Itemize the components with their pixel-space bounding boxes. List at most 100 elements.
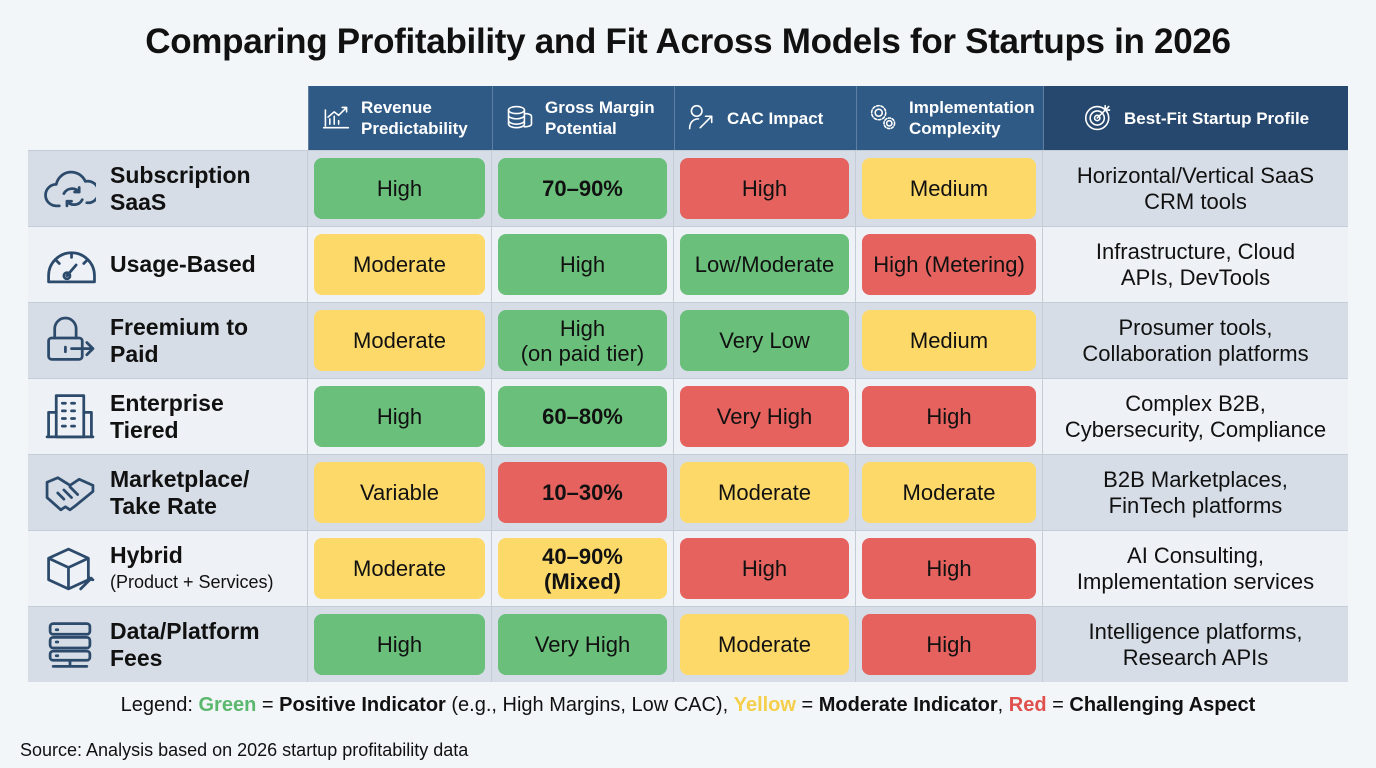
row-subtitle: (Product + Services)	[110, 571, 274, 592]
table-cell: High	[856, 607, 1043, 682]
best-fit-profile: Infrastructure, Cloud APIs, DevTools	[1095, 238, 1296, 290]
table-cell: High	[492, 227, 674, 302]
legend-red-text: Challenging Aspect	[1069, 694, 1256, 716]
column-header: Revenue Predictability	[308, 86, 492, 150]
target-icon	[1084, 104, 1111, 131]
table-cell: Variable	[308, 455, 492, 530]
row-name: Usage-Based	[110, 251, 256, 277]
rating-pill: 70–90%	[498, 158, 667, 219]
rating-pill: Moderate	[314, 234, 485, 295]
legend-yellow: Yellow	[733, 694, 796, 716]
rating-pill: Moderate	[862, 462, 1036, 523]
header-row: Revenue Predictability Gross Margin Poten…	[28, 86, 1348, 150]
column-header-label: Best-Fit Startup Profile	[1124, 108, 1310, 128]
table-cell: Moderate	[674, 607, 856, 682]
gauge-icon	[47, 250, 96, 283]
legend-eq: =	[795, 694, 819, 716]
table-cell: 40–90% (Mixed)	[492, 531, 674, 606]
rating-pill: Low/Moderate	[680, 234, 849, 295]
rating-pill: High	[498, 234, 667, 295]
table-cell: 60–80%	[492, 379, 674, 454]
column-header: Implementation Complexity	[856, 86, 1043, 150]
table-cell: 70–90%	[492, 151, 674, 226]
rating-pill: High	[314, 386, 485, 447]
handshake-icon	[45, 475, 95, 511]
table-cell: Moderate	[674, 455, 856, 530]
row-name: Freemium to Paid	[110, 313, 249, 367]
rating-pill: High	[680, 158, 849, 219]
legend-yellow-text: Moderate Indicator	[818, 694, 998, 716]
column-header-label: CAC Impact	[727, 108, 824, 128]
rating-pill: Moderate	[314, 310, 485, 371]
legend-eq: =	[256, 694, 280, 716]
table-cell: High	[856, 531, 1043, 606]
table-row: Hybrid (Product + Services) Moderate 40–90%…	[28, 530, 1348, 606]
table-cell: Very High	[492, 607, 674, 682]
rating-pill: High	[862, 386, 1036, 447]
table-row: Data/Platform Fees High Very High Moderate H…	[28, 606, 1348, 682]
rating-pill: Moderate	[680, 614, 849, 675]
row-label: Marketplace/ Take Rate	[28, 455, 308, 530]
row-name: Subscription SaaS	[110, 161, 251, 215]
column-header-label: Revenue Predictability	[361, 98, 468, 138]
table-row: Subscription SaaS High 70–90% High Medium Hor…	[28, 150, 1348, 226]
rating-pill: Medium	[862, 310, 1036, 371]
legend-green: Green	[198, 694, 257, 716]
legend-red: Red	[1008, 694, 1047, 716]
legend-eq: =	[1046, 694, 1070, 716]
table-cell: Moderate	[856, 455, 1043, 530]
table-cell: High (Metering)	[856, 227, 1043, 302]
legend-green-text: Positive Indicator	[279, 694, 446, 716]
rating-pill: Very High	[498, 614, 667, 675]
row-name: Data/Platform Fees	[110, 617, 260, 671]
table-cell: Very High	[674, 379, 856, 454]
table-cell: Moderate	[308, 227, 492, 302]
rating-pill: Medium	[862, 158, 1036, 219]
legend: Legend: Green = Positive Indicator (e.g.…	[0, 694, 1376, 717]
table-cell: Low/Moderate	[674, 227, 856, 302]
table-cell: High	[308, 151, 492, 226]
rating-pill: 10–30%	[498, 462, 667, 523]
best-fit-profile: AI Consulting, Implementation services	[1076, 542, 1315, 594]
table-cell: Very Low	[674, 303, 856, 378]
row-label: Enterprise Tiered	[28, 379, 308, 454]
table-cell: Medium	[856, 303, 1043, 378]
legend-sep: ,	[997, 694, 1009, 716]
table-cell: Moderate	[308, 303, 492, 378]
rating-pill: High (Metering)	[862, 234, 1036, 295]
table-row: Freemium to Paid Moderate High (on paid ti…	[28, 302, 1348, 378]
table-row: Usage-Based Moderate High Low/Moderate High …	[28, 226, 1348, 302]
table-cell: Medium	[856, 151, 1043, 226]
rating-pill: Moderate	[680, 462, 849, 523]
table-cell: High	[674, 531, 856, 606]
row-name: Marketplace/ Take Rate	[110, 465, 250, 519]
comparison-table: Revenue Predictability Gross Margin Poten…	[28, 86, 1348, 682]
best-fit-profile: Complex B2B, Cybersecurity, Compliance	[1064, 390, 1327, 442]
column-header: Best-Fit Startup Profile	[1043, 86, 1348, 150]
rating-pill: Very Low	[680, 310, 849, 371]
rating-pill: 40–90% (Mixed)	[498, 538, 667, 599]
best-fit-profile: Intelligence platforms, Research APIs	[1088, 618, 1303, 670]
source-note: Source: Analysis based on 2026 startup p…	[20, 740, 469, 760]
row-label: Hybrid (Product + Services)	[28, 531, 308, 606]
legend-prefix: Legend:	[120, 694, 199, 716]
legend-green-note: (e.g., High Margins, Low CAC),	[445, 694, 734, 716]
table-cell: Moderate	[308, 531, 492, 606]
row-label: Usage-Based	[28, 227, 308, 302]
chart-growth-icon	[322, 106, 350, 129]
table-cell: High	[856, 379, 1043, 454]
rating-pill: Variable	[314, 462, 485, 523]
rating-pill: Moderate	[314, 538, 485, 599]
box-wrench-icon	[47, 547, 95, 590]
best-fit-profile: Prosumer tools, Collaboration platforms	[1082, 314, 1309, 366]
server-icon	[48, 621, 92, 668]
column-header: Gross Margin Potential	[492, 86, 674, 150]
column-header-label: Gross Margin Potential	[545, 98, 655, 138]
table-cell: High	[674, 151, 856, 226]
page-title: Comparing Profitability and Fit Across M…	[145, 22, 1231, 61]
rating-pill: High	[314, 614, 485, 675]
table-cell: High	[308, 379, 492, 454]
rating-pill: High	[862, 614, 1036, 675]
row-name: Hybrid	[110, 541, 183, 568]
building-icon	[45, 393, 95, 438]
